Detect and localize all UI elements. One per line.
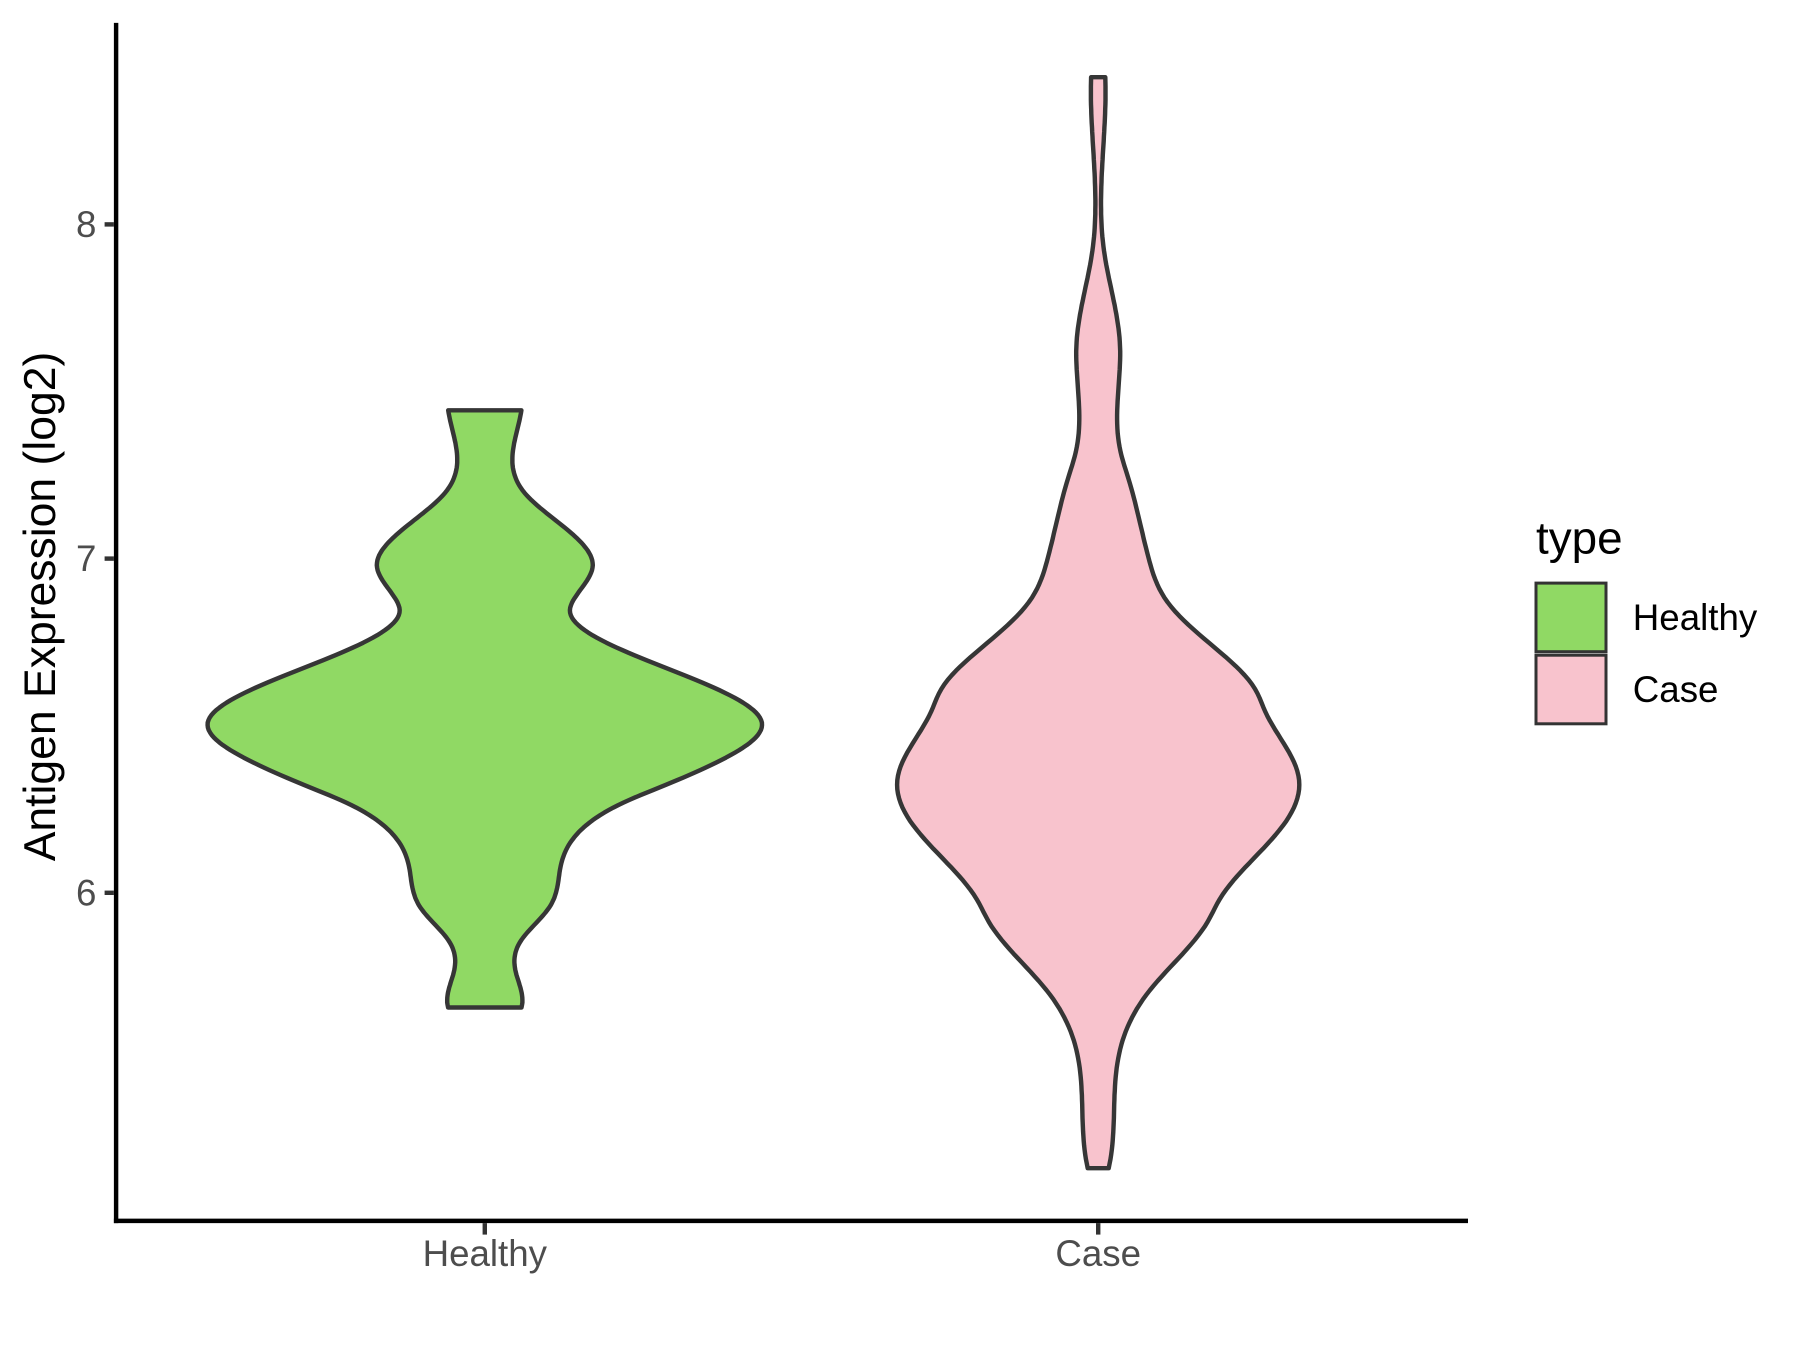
svg-text:7: 7 — [76, 538, 96, 579]
svg-text:Case: Case — [1633, 669, 1719, 710]
svg-text:type: type — [1536, 513, 1623, 564]
svg-text:Case: Case — [1055, 1233, 1141, 1274]
svg-text:Healthy: Healthy — [423, 1233, 548, 1274]
svg-text:Antigen Expression (log2): Antigen Expression (log2) — [16, 352, 65, 862]
svg-text:8: 8 — [76, 204, 96, 245]
svg-text:6: 6 — [76, 872, 96, 913]
svg-text:Healthy: Healthy — [1633, 597, 1758, 638]
